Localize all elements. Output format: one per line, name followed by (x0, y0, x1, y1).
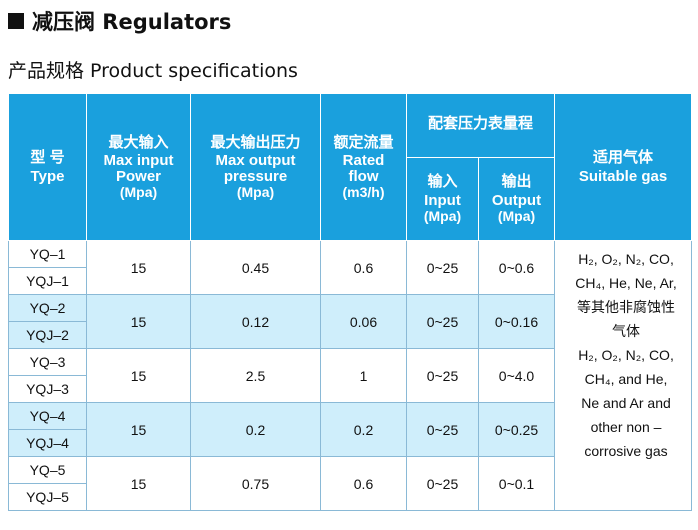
header-type-cn: 型 号 (30, 148, 65, 166)
header-rated-flow: 额定流量 Rated flow (m3/h) (320, 93, 407, 241)
header-gauge-input: 输入 Input (Mpa) (406, 157, 479, 241)
header-type-en: Type (30, 167, 65, 185)
table-row: YQ–5 15 0.75 0.6 0~25 0~0.1 (8, 456, 692, 511)
gas-line: Ne and Ar and (581, 395, 671, 411)
max-output-cell: 2.5 (190, 348, 321, 403)
max-output-cell: 0.75 (190, 456, 321, 511)
max-output-cell: 0.45 (190, 240, 321, 295)
type-cell: YQJ–4 (8, 429, 87, 457)
type-cell: YQ–1 (8, 240, 87, 268)
table-row: YQ–1 15 0.45 0.6 0~25 0~0.6 H₂, O₂, N₂, … (8, 240, 693, 511)
input-range-cell: 0~25 (406, 456, 479, 511)
type-cell: YQ–3 (8, 348, 87, 376)
flow-cell: 1 (320, 348, 407, 403)
table-row: YQJ–1 (8, 267, 692, 295)
header-gas-en: Suitable gas (578, 167, 668, 185)
table-row: YQJ–5 (8, 483, 692, 511)
type-cell: YQJ–5 (8, 483, 87, 511)
max-input-cell: 15 (86, 402, 191, 457)
flow-cell: 0.06 (320, 294, 407, 349)
table-row: YQJ–2 (8, 321, 692, 349)
header-max-output-en2: pressure (223, 168, 288, 186)
output-range-cell: 0~4.0 (477, 348, 556, 403)
suitable-gas-cell: H₂, O₂, N₂, CO, CH₄, He, Ne, Ar, 等其他非腐蚀性… (554, 240, 693, 511)
header-max-output: 最大输出压力 Max output pressure (Mpa) (190, 93, 321, 241)
gas-line: CH₄, He, Ne, Ar, (575, 275, 677, 291)
output-range-cell: 0~0.6 (477, 240, 556, 295)
header-gas-cn: 适用气体 (593, 148, 654, 166)
output-range-cell: 0~0.1 (477, 456, 556, 511)
max-input-cell: 15 (86, 456, 191, 511)
header-max-input: 最大输入 Max input Power (Mpa) (86, 93, 191, 241)
type-cell: YQ–4 (8, 402, 87, 430)
header-gauge-output: 输出 Output (Mpa) (477, 157, 556, 241)
gas-line: H₂, O₂, N₂, CO, (578, 347, 674, 363)
gas-line: 等其他非腐蚀性 (577, 299, 676, 315)
header-rated-flow-cn: 额定流量 (333, 133, 394, 151)
max-output-cell: 0.12 (190, 294, 321, 349)
flow-cell: 0.2 (320, 402, 407, 457)
header-max-output-en1: Max output (215, 152, 296, 170)
page-title-text: 减压阀 Regulators (32, 10, 232, 34)
flow-cell: 0.6 (320, 240, 407, 295)
input-range-cell: 0~25 (406, 402, 479, 457)
input-range-cell: 0~25 (406, 294, 479, 349)
table-row: YQ–3 15 2.5 1 0~25 0~4.0 (8, 348, 692, 403)
output-range-cell: 0~0.16 (477, 294, 556, 349)
header-rated-flow-en2: flow (348, 168, 379, 186)
flow-cell: 0.6 (320, 456, 407, 511)
header-gauge-input-unit: (Mpa) (423, 207, 462, 224)
header-gauge-input-cn: 输入 (427, 173, 458, 191)
header-max-output-cn: 最大输出压力 (210, 133, 301, 151)
type-cell: YQ–2 (8, 294, 87, 322)
header-type: 型 号 Type (8, 93, 87, 241)
header-max-output-unit: (Mpa) (236, 183, 275, 200)
header-gauge-output-unit: (Mpa) (497, 207, 536, 224)
page-title: 减压阀 Regulators (8, 6, 231, 36)
type-cell: YQJ–3 (8, 375, 87, 403)
header-rated-flow-unit: (m3/h) (342, 183, 385, 200)
max-input-cell: 15 (86, 348, 191, 403)
header-max-input-en2: Power (115, 168, 161, 186)
header-max-input-en1: Max input (103, 152, 174, 170)
max-input-cell: 15 (86, 240, 191, 295)
max-input-cell: 15 (86, 294, 191, 349)
header-gas: 适用气体 Suitable gas (554, 93, 693, 241)
input-range-cell: 0~25 (406, 348, 479, 403)
gas-line: H₂, O₂, N₂, CO, (578, 251, 674, 267)
type-cell: YQJ–1 (8, 267, 87, 295)
input-range-cell: 0~25 (406, 240, 479, 295)
type-cell: YQJ–2 (8, 321, 87, 349)
table-row: YQ–4 15 0.2 0.2 0~25 0~0.25 (8, 402, 692, 457)
header-gauge-input-en: Input (424, 192, 461, 210)
gas-line: other non – (590, 419, 662, 435)
gas-line: 气体 (612, 323, 641, 339)
gas-line: corrosive gas (584, 443, 668, 459)
spec-table: 型 号 Type 最大输入 Max input Power (Mpa) 最大输出… (8, 93, 693, 511)
section-subtitle: 产品规格 Product specifications (8, 60, 298, 82)
square-bullet-icon (8, 13, 24, 29)
header-max-input-unit: (Mpa) (119, 183, 158, 200)
header-gauge-range-cn: 配套压力表量程 (428, 115, 534, 133)
header-max-input-cn: 最大输入 (108, 133, 169, 151)
gas-line: CH₄, and He, (584, 371, 668, 387)
table-row: YQ–2 15 0.12 0.06 0~25 0~0.16 (8, 294, 692, 349)
header-rated-flow-en1: Rated (342, 152, 385, 170)
type-cell: YQ–5 (8, 456, 87, 484)
header-gauge-output-cn: 输出 (501, 173, 532, 191)
output-range-cell: 0~0.25 (477, 402, 556, 457)
table-row: YQJ–4 (8, 429, 692, 457)
header-gauge-output-en: Output (491, 192, 542, 210)
header-gauge-range: 配套压力表量程 (405, 93, 556, 158)
max-output-cell: 0.2 (190, 402, 321, 457)
